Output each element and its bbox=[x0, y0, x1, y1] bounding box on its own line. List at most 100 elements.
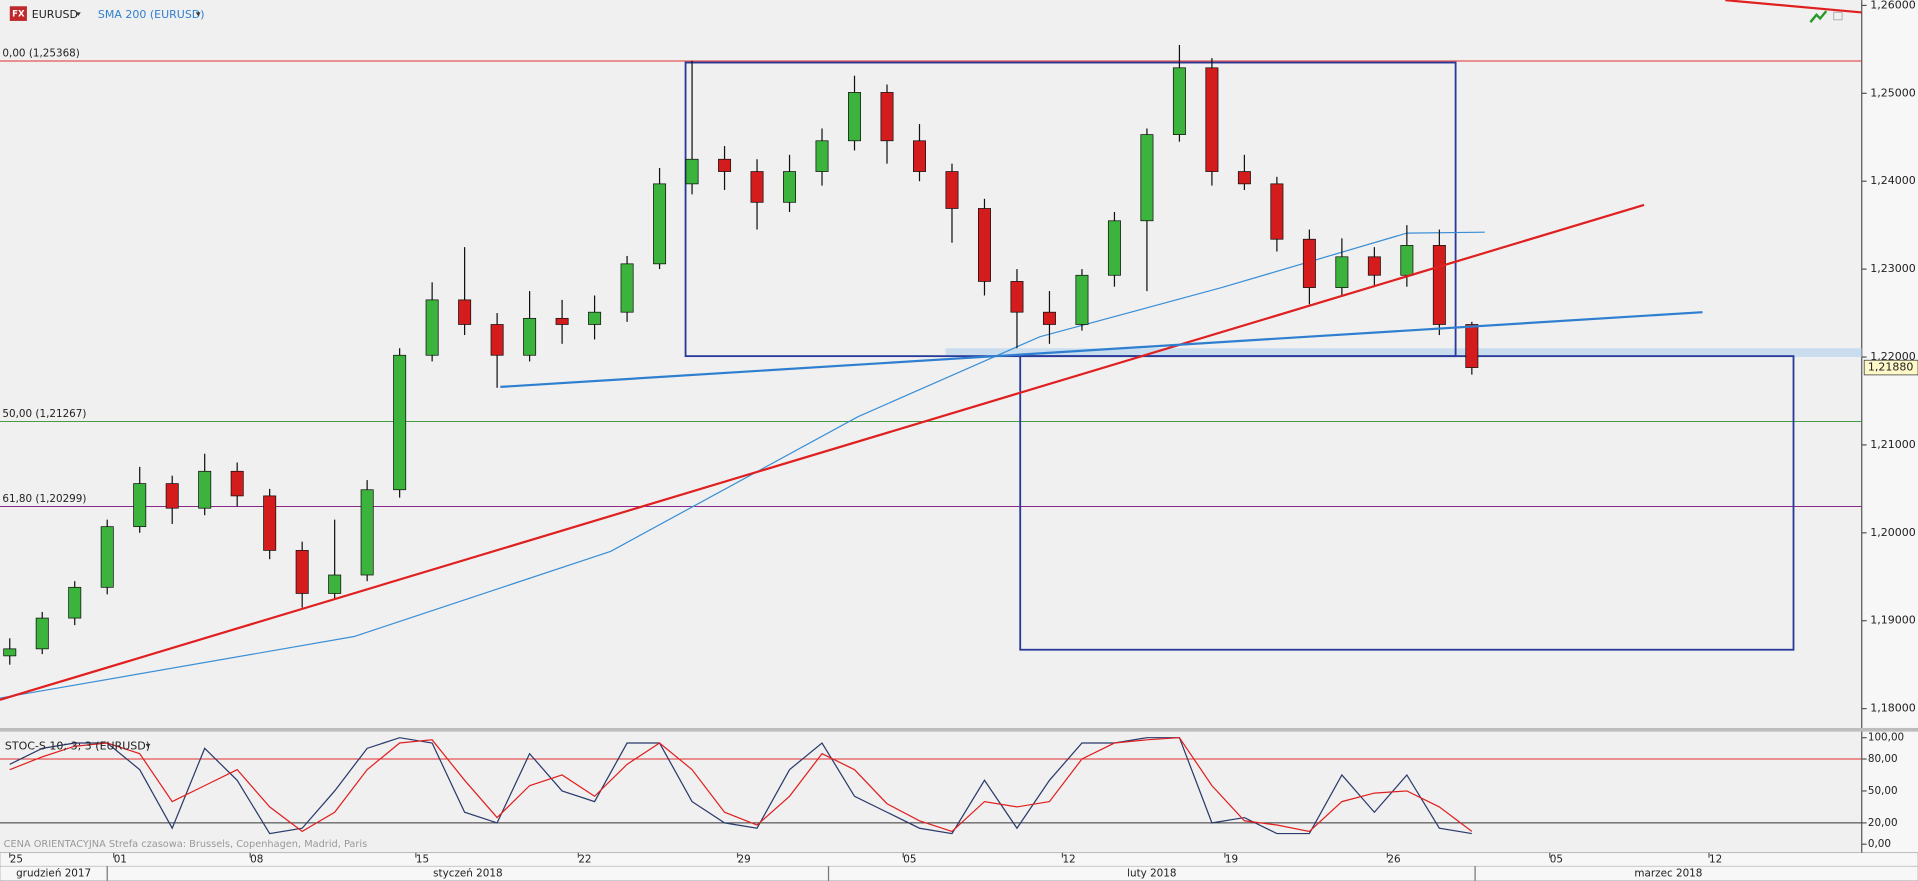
y-tick-label: 1,20000 bbox=[1870, 526, 1915, 539]
candle-body bbox=[360, 489, 374, 576]
x-tick-label: 15 bbox=[416, 853, 429, 865]
fib-label: 61,80 (1,20299) bbox=[2, 493, 86, 505]
candle-body bbox=[198, 470, 212, 509]
candle-body bbox=[3, 648, 17, 657]
dropdown-arrow[interactable] bbox=[145, 743, 151, 748]
dropdown-arrow[interactable] bbox=[75, 12, 81, 17]
candle-body bbox=[1465, 324, 1479, 368]
candle-body bbox=[848, 92, 861, 142]
fx-icon[interactable] bbox=[9, 6, 27, 21]
time-axis-bg bbox=[0, 852, 1918, 881]
candle-body bbox=[1302, 238, 1316, 288]
y-tick-label: 100,00 bbox=[1868, 732, 1904, 744]
candle-body bbox=[1270, 183, 1284, 240]
candle-body bbox=[913, 140, 926, 172]
box-drawing bbox=[1019, 355, 1795, 651]
x-tick-label: 12 bbox=[1062, 853, 1075, 865]
y-tick-label: 1,23000 bbox=[1870, 262, 1915, 275]
candle-body bbox=[1107, 220, 1121, 276]
candle-body bbox=[295, 550, 309, 594]
x-tick-label: 12 bbox=[1709, 853, 1722, 865]
window-icon[interactable] bbox=[1832, 11, 1843, 21]
trendline bbox=[1725, 0, 1862, 14]
x-tick-label: 08 bbox=[250, 853, 263, 865]
footer-note: CENA ORIENTACYJNA Strefa czasowa: Brusse… bbox=[4, 839, 368, 850]
stoch-title[interactable]: STOC-S 10; 3; 3 (EURUSD) bbox=[5, 739, 150, 752]
sma-line bbox=[0, 231, 1485, 699]
x-tick-label: 26 bbox=[1387, 853, 1400, 865]
y-tick-label: 1,18000 bbox=[1870, 702, 1915, 715]
panel-separator bbox=[0, 727, 1918, 732]
candle-body bbox=[393, 354, 407, 491]
trendline bbox=[0, 203, 1645, 701]
candle-body bbox=[328, 574, 342, 594]
x-tick-label: 22 bbox=[578, 853, 591, 865]
month-label: grudzień 2017 bbox=[16, 868, 91, 880]
candle-body bbox=[1140, 134, 1154, 222]
candle-body bbox=[653, 183, 667, 265]
candle-body bbox=[815, 140, 829, 172]
month-label: styczeń 2018 bbox=[433, 868, 502, 880]
candle-body bbox=[1400, 245, 1414, 276]
candle-body bbox=[133, 483, 147, 528]
candle-body bbox=[263, 495, 277, 551]
candle-body bbox=[425, 299, 439, 356]
y-tick-label: 1,25000 bbox=[1870, 86, 1915, 99]
dropdown-arrow[interactable] bbox=[195, 12, 201, 17]
indicator-label[interactable]: SMA 200 (EURUSD) bbox=[98, 8, 205, 21]
stoch-line bbox=[9, 737, 1473, 833]
symbol[interactable]: EURUSD bbox=[32, 8, 78, 21]
y-tick-label: 1,21000 bbox=[1870, 438, 1915, 451]
price-zone bbox=[945, 348, 1862, 358]
y-tick-label: 1,19000 bbox=[1870, 614, 1915, 627]
x-tick-label: 19 bbox=[1225, 853, 1238, 865]
candle-body bbox=[1237, 171, 1251, 185]
fib-label: 0,00 (1,25368) bbox=[2, 48, 79, 60]
last-price-box bbox=[1863, 359, 1918, 376]
candle-body bbox=[68, 586, 82, 619]
candle-body bbox=[620, 263, 634, 313]
month-label: marzec 2018 bbox=[1634, 868, 1702, 880]
candle-body bbox=[1172, 67, 1186, 135]
candle-body bbox=[750, 171, 764, 203]
price-axis-bg bbox=[1861, 0, 1918, 881]
y-tick-label: 20,00 bbox=[1868, 817, 1898, 829]
candle-body bbox=[945, 171, 959, 209]
candle-body bbox=[1335, 256, 1349, 288]
y-tick-label: 1,26000 bbox=[1870, 0, 1915, 11]
candle-body bbox=[458, 299, 472, 325]
candle-body bbox=[588, 311, 602, 325]
candle-body bbox=[1205, 67, 1219, 172]
y-tick-label: 0,00 bbox=[1868, 838, 1891, 850]
x-tick-label: 05 bbox=[1550, 853, 1563, 865]
candle-body bbox=[880, 92, 894, 142]
trend-icon[interactable] bbox=[1809, 10, 1828, 23]
trendline bbox=[500, 311, 1703, 389]
candle-body bbox=[230, 470, 244, 497]
candle-body bbox=[100, 526, 114, 588]
stoch-line bbox=[9, 737, 1472, 835]
fx-icon-text: FX bbox=[12, 10, 25, 20]
candle-body bbox=[1042, 311, 1056, 325]
candle-body bbox=[1367, 256, 1381, 276]
candle-body bbox=[783, 171, 797, 203]
x-tick-label: 29 bbox=[738, 853, 751, 865]
y-tick-label: 1,24000 bbox=[1870, 174, 1915, 187]
candle-body bbox=[35, 617, 49, 650]
header: FX EURUSD SMA 200 (EURUSD) STOC-S 10; 3;… bbox=[4, 6, 1843, 850]
y-tick-label: 1,22000 bbox=[1870, 350, 1915, 363]
month-label: luty 2018 bbox=[1127, 868, 1176, 880]
y-tick-label: 50,00 bbox=[1868, 785, 1898, 797]
candle-body bbox=[718, 158, 732, 172]
x-tick-label: 01 bbox=[114, 853, 127, 865]
candle-body bbox=[555, 317, 569, 325]
candle-body bbox=[1075, 274, 1089, 325]
fib-label: 50,00 (1,21267) bbox=[2, 408, 86, 420]
candle-body bbox=[685, 158, 699, 185]
candle-body bbox=[523, 317, 537, 356]
candle-body bbox=[1010, 281, 1024, 313]
candle-body bbox=[490, 324, 504, 356]
